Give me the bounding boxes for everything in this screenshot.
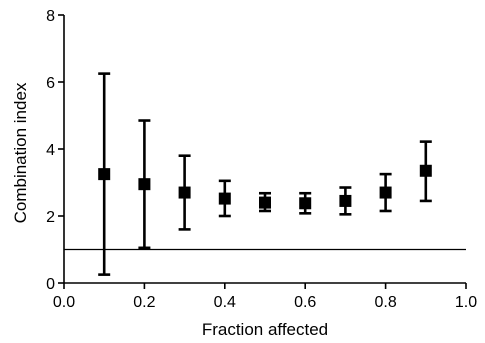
x-axis-title: Fraction affected xyxy=(202,320,328,339)
y-tick-label: 0 xyxy=(46,276,55,293)
x-axis-ticks: 0.0 0.2 0.4 0.6 0.8 1.0 xyxy=(53,283,477,311)
y-tick-label: 2 xyxy=(46,209,55,226)
y-axis-ticks: 0 2 4 6 8 xyxy=(46,8,64,293)
data-point xyxy=(339,194,352,207)
y-tick-label: 8 xyxy=(46,8,55,25)
x-tick-label: 0.8 xyxy=(374,294,396,311)
x-tick-label: 1.0 xyxy=(455,294,477,311)
data-point xyxy=(259,196,271,209)
data-point xyxy=(379,186,392,199)
data-point xyxy=(218,192,231,205)
x-tick-label: 0.4 xyxy=(214,294,236,311)
x-tick-label: 0.6 xyxy=(294,294,316,311)
data-point xyxy=(138,178,151,191)
data-point xyxy=(98,168,111,181)
plot-area xyxy=(64,72,466,276)
x-tick-label: 0.0 xyxy=(53,294,75,311)
data-point xyxy=(299,197,312,210)
y-tick-label: 6 xyxy=(46,75,55,92)
data-point xyxy=(178,186,191,199)
x-tick-label: 0.2 xyxy=(133,294,155,311)
data-point xyxy=(419,164,432,177)
y-axis-title: Combination index xyxy=(11,82,30,223)
y-tick-label: 4 xyxy=(46,142,55,159)
